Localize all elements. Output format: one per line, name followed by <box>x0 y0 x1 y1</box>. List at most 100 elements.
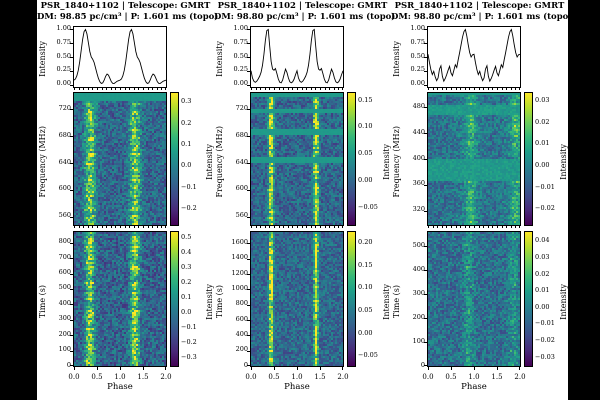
tick-mark <box>292 88 294 90</box>
tick-label: 720 <box>58 103 71 112</box>
tick-label: 1.0 <box>114 373 126 381</box>
frequency-map-row: Frequency (MHz) 480 440 400 360 320 0.03 0.02… <box>391 92 568 231</box>
tick-mark <box>269 226 271 228</box>
tick-label: −0.03 <box>535 352 555 361</box>
tick-mark <box>510 88 512 90</box>
tick-mark <box>464 226 466 228</box>
time-map-row: Time (s) 1600 1400 1200 1000 800 600 400 200 0 0… <box>214 231 391 372</box>
tick-label: 0.5 <box>445 373 457 381</box>
tick-mark <box>297 367 298 370</box>
tick-label: 0 <box>243 360 248 369</box>
tick-mark <box>497 226 498 228</box>
tick-label: 400 <box>58 298 71 307</box>
tick-mark <box>460 226 462 228</box>
tick-mark <box>247 304 251 306</box>
tick-mark <box>428 88 429 90</box>
tick-mark <box>124 88 126 90</box>
tick-mark <box>247 29 251 31</box>
tick-mark <box>70 216 74 218</box>
tick-mark <box>133 88 135 90</box>
tick-label: 0.0 <box>245 373 257 381</box>
tick-mark <box>315 226 317 228</box>
tick-mark <box>478 88 480 90</box>
tick-mark <box>342 88 343 90</box>
tick-label: 0.03 <box>535 96 550 105</box>
frequency-colorbar-label: Intensity <box>381 143 391 180</box>
tick-mark <box>424 133 428 135</box>
tick-mark <box>492 88 494 90</box>
profile-yticks: 1.00 0.75 0.50 0.25 0.00 <box>224 24 250 92</box>
time-yticks: 500 400 300 200 100 0 <box>401 231 427 372</box>
tick-label: 0.00 <box>410 79 425 88</box>
tick-label: 0.2 <box>181 277 192 286</box>
tick-label: 600 <box>58 268 71 277</box>
tick-label: 700 <box>58 252 71 261</box>
tick-mark <box>301 88 303 90</box>
tick-label: 2.0 <box>160 373 172 381</box>
tick-mark <box>120 367 121 370</box>
tick-mark <box>287 88 289 90</box>
phase-axis-label: Phase <box>107 382 133 392</box>
tick-mark <box>274 88 275 90</box>
tick-label: 0.75 <box>56 37 71 46</box>
tick-mark <box>338 226 340 228</box>
tick-label: 100 <box>412 336 425 345</box>
panel-title: PSR_1840+1102 | Telescope: GMRT <box>40 1 211 11</box>
tick-label: 1.0 <box>468 373 480 381</box>
profile-row: Intensity 1.00 0.75 0.50 0.25 0.00 <box>391 23 568 92</box>
tick-mark <box>441 88 443 90</box>
tick-label: 0.00 <box>358 175 373 184</box>
tick-mark <box>165 226 166 228</box>
tick-mark <box>120 88 121 90</box>
panel-subtitle: DM: 98.80 pc/cm³ | P: 1.601 ms (topo) <box>391 12 573 22</box>
tick-mark <box>333 226 335 228</box>
time-colorbar-label: Intensity <box>381 283 391 320</box>
frequency-yticks: 720 680 640 600 560 <box>47 92 73 231</box>
tick-mark <box>247 289 251 291</box>
tick-label: 0.03 <box>535 253 550 262</box>
tick-mark <box>70 136 74 138</box>
panel-title: PSR_1840+1102 | Telescope: GMRT <box>394 1 565 11</box>
tick-mark <box>156 88 158 90</box>
tick-mark <box>247 335 251 337</box>
column-panel: PSR_1840+1102 | Telescope: GMRT DM: 98.8… <box>37 0 218 400</box>
tick-mark <box>97 367 98 370</box>
tick-mark <box>260 88 262 90</box>
tick-label: 640 <box>58 157 71 166</box>
tick-label: 800 <box>235 299 248 308</box>
panel-header: PSR_1840+1102 | Telescope: GMRT DM: 98.8… <box>214 0 395 26</box>
time-colorbar-ticks: 0.04 0.03 0.02 0.01 0.00 −0.01 −0.02 −0.03 <box>533 231 558 372</box>
tick-mark <box>424 365 428 366</box>
tick-mark <box>424 210 428 212</box>
tick-mark <box>301 226 303 228</box>
tick-label: 0.02 <box>535 269 550 278</box>
tick-label: 0.4 <box>181 247 192 256</box>
tick-mark <box>329 88 331 90</box>
tick-label: 1.0 <box>291 373 303 381</box>
tick-label: 0 <box>420 360 425 369</box>
tick-mark <box>247 189 251 191</box>
tick-label: 1.00 <box>56 23 71 32</box>
tick-mark <box>283 88 285 90</box>
tick-mark <box>306 226 308 228</box>
tick-mark <box>428 367 429 370</box>
tick-label: 0.75 <box>233 37 248 46</box>
profile-yticks: 1.00 0.75 0.50 0.25 0.00 <box>401 23 427 92</box>
tick-mark <box>451 226 452 228</box>
tick-label: 1.00 <box>410 23 425 32</box>
tick-mark <box>70 57 74 58</box>
tick-label: 560 <box>235 211 248 220</box>
time-ylabel: Time (s) <box>391 284 401 319</box>
tick-mark <box>469 226 471 228</box>
tick-mark <box>138 88 140 90</box>
tick-label: 0.00 <box>535 160 550 169</box>
tick-label: 0.0 <box>68 373 80 381</box>
tick-mark <box>87 226 89 228</box>
tick-mark <box>424 84 428 86</box>
tick-mark <box>428 226 429 228</box>
tick-label: 0.01 <box>535 139 550 148</box>
tick-mark <box>432 226 434 228</box>
tick-mark <box>424 43 428 45</box>
tick-label: 0.1 <box>181 292 192 301</box>
pulse-profile-line <box>250 28 344 84</box>
